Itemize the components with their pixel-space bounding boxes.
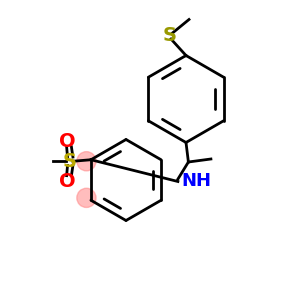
Text: O: O xyxy=(59,132,76,151)
Circle shape xyxy=(77,152,96,171)
Text: S: S xyxy=(63,152,77,171)
Circle shape xyxy=(77,188,96,208)
Text: NH: NH xyxy=(181,172,211,190)
Text: O: O xyxy=(59,172,76,191)
Text: S: S xyxy=(163,26,176,46)
